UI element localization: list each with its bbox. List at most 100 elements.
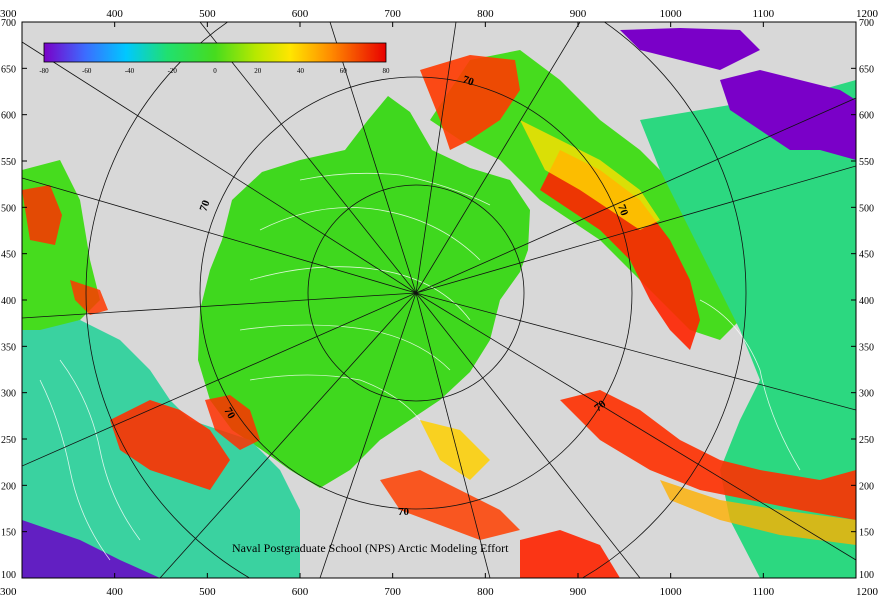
greenland-south-hot	[520, 530, 620, 578]
colorbar-tick-label: 40	[297, 67, 305, 75]
meridian	[415, 165, 856, 294]
y-tick-label: 500	[859, 203, 874, 214]
meridian	[415, 22, 457, 294]
x-tick-label: 400	[106, 8, 123, 20]
colorbar-tick-label: -40	[125, 67, 135, 75]
colorbar-tick-label: 20	[254, 67, 262, 75]
colorbar-tick-label: -80	[39, 67, 49, 75]
lat-label: 70	[615, 203, 630, 218]
grid-circle-inner	[307, 184, 525, 402]
atlantic-hot-band	[560, 390, 856, 520]
x-tick-label: 1200	[856, 586, 878, 598]
meridian	[22, 177, 417, 294]
meridian	[22, 41, 417, 294]
colorbar-tick-label: -60	[82, 67, 92, 75]
meridian	[22, 292, 417, 319]
y-tick-label: 600	[859, 111, 874, 122]
x-tick-label: 1100	[753, 586, 775, 598]
y-tick-label: 100	[1, 570, 16, 581]
x-tick-label: 600	[292, 8, 309, 20]
x-tick-label: 700	[384, 8, 401, 20]
colorbar: -80 -60 -40 -20 0 20 40 60 80	[39, 42, 390, 75]
y-tick-label: 400	[859, 296, 874, 307]
y-tick-label: 700	[1, 18, 16, 29]
x-tick-label: 900	[570, 8, 587, 20]
y-tick-label: 150	[1, 528, 16, 539]
greenland-cold	[620, 28, 760, 70]
lat-label: 70	[198, 198, 213, 213]
x-tick-label: 300	[0, 8, 17, 20]
meridian	[319, 292, 417, 578]
y-tick-label: 450	[1, 250, 16, 261]
y-axis-right: 700 650 600 550 500 450 400 350 300 250 200 150 100	[851, 18, 874, 581]
x-tick-label: 400	[106, 586, 123, 598]
meridian	[415, 22, 581, 294]
x-axis-bottom: 300 400 500 600 700 800 900 1000 1100 1200	[0, 573, 878, 598]
colorbar-gradient	[43, 42, 387, 63]
x-tick-label: 500	[199, 586, 216, 598]
y-tick-label: 250	[859, 435, 874, 446]
y-tick-label: 350	[859, 342, 874, 353]
y-tick-label: 600	[1, 111, 16, 122]
x-axis-top: 300 400 500 600 700 800 900 1000 1100 1200	[0, 8, 878, 27]
atlantic-orange-band	[660, 480, 856, 545]
nordic-yellow	[520, 120, 660, 230]
hudson-hot	[22, 185, 62, 245]
y-tick-label: 300	[1, 389, 16, 400]
x-tick-label: 800	[477, 586, 494, 598]
y-tick-label: 300	[859, 389, 874, 400]
colorbar-tick-label: -20	[168, 67, 178, 75]
y-tick-label: 700	[859, 18, 874, 29]
meridian	[415, 292, 491, 578]
polar-grid	[22, 22, 856, 578]
y-tick-label: 550	[859, 157, 874, 168]
y-tick-label: 200	[859, 481, 874, 492]
meridian	[159, 292, 417, 578]
x-tick-label: 1200	[856, 8, 878, 20]
y-tick-label: 450	[859, 250, 874, 261]
colorbar-labels: -80 -60 -40 -20 0 20 40 60 80	[39, 67, 390, 75]
baffin-hot	[70, 280, 108, 315]
y-tick-label: 400	[1, 296, 16, 307]
archipelago-yellow	[420, 420, 490, 480]
grid-circle-outer	[85, 22, 747, 578]
colorbar-tick-label: 60	[340, 67, 348, 75]
ocean-field	[22, 28, 856, 578]
x-tick-label: 500	[199, 8, 216, 20]
y-axis-left: 700 650 600 550 500 450 400 350 300 250 200 150 100	[1, 18, 27, 581]
x-tick-label: 700	[384, 586, 401, 598]
lat-label: 70	[461, 74, 476, 89]
y-tick-label: 350	[1, 342, 16, 353]
y-tick-label: 200	[1, 481, 16, 492]
x-tick-label: 300	[0, 586, 17, 598]
x-tick-label: 900	[570, 586, 587, 598]
labrador-cold	[720, 70, 856, 160]
x-tick-label: 1100	[753, 8, 775, 20]
y-tick-label: 250	[1, 435, 16, 446]
meridian	[22, 292, 417, 467]
x-tick-label: 1000	[660, 8, 683, 20]
x-tick-label: 1000	[660, 586, 683, 598]
lat-label: 70	[398, 506, 410, 518]
arctic-basin	[198, 96, 530, 488]
okhotsk-hot	[205, 395, 260, 450]
y-tick-label: 650	[1, 64, 16, 75]
y-tick-label: 550	[1, 157, 16, 168]
meridian	[199, 22, 417, 294]
meridian	[415, 292, 856, 411]
y-tick-label: 500	[1, 203, 16, 214]
colorbar-tick-label: 80	[383, 67, 391, 75]
meridian	[415, 292, 856, 561]
bering-hot	[110, 400, 230, 490]
archipelago-warm	[380, 470, 520, 540]
x-tick-label: 600	[292, 586, 309, 598]
y-tick-label: 650	[859, 64, 874, 75]
north-atlantic	[640, 80, 856, 578]
grid-circle-middle	[199, 76, 633, 510]
pacific-cold-edge	[22, 520, 160, 578]
nordic-hot-core	[540, 150, 700, 350]
meridian	[329, 22, 417, 294]
colorbar-tick-label: 0	[213, 67, 217, 75]
x-tick-label: 800	[477, 8, 494, 20]
